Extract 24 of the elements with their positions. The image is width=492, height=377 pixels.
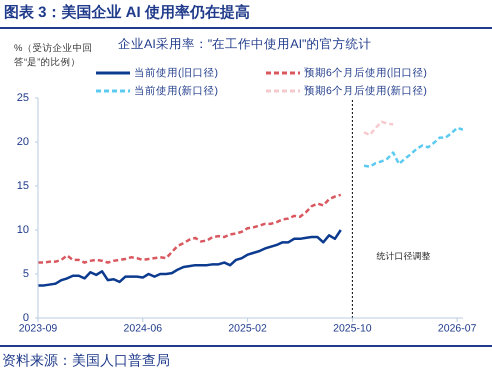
line-series	[362, 126, 463, 168]
line-series	[38, 228, 342, 287]
chart-subtitle: 企业AI采用率："在工作中使用AI"的官方统计	[118, 36, 372, 53]
y-tick-label: 15	[16, 180, 29, 192]
x-tick-label: 2026-07	[438, 322, 477, 334]
y-tick-label: 10	[16, 224, 29, 236]
legend-label: 当前使用(新口径)	[134, 84, 218, 98]
y-tick-label: 25	[16, 92, 29, 104]
line-series	[38, 194, 342, 264]
y-tick-label: 20	[16, 136, 29, 148]
y-tick-label: 5	[22, 268, 29, 280]
ref-line-label: 统计口径调整	[376, 251, 430, 262]
line-series	[362, 120, 394, 136]
x-tick-label: 2025-10	[333, 322, 372, 334]
x-tick-label: 2023-09	[18, 322, 58, 334]
legend-label: 预期6个月后使用(新口径)	[304, 84, 427, 98]
x-tick-label: 2024-06	[124, 322, 162, 334]
chart-title: 图表 3：美国企业 AI 使用率仍在提高	[4, 3, 250, 22]
x-tick-label: 2025-02	[228, 322, 268, 334]
legend-label: 当前使用(旧口径)	[134, 66, 218, 80]
y-axis-title: %（受访企业中回答“是”的比例）	[14, 42, 94, 70]
y-tick-label: 0	[22, 312, 29, 324]
text: 资料来源：美国人口普查局	[2, 352, 170, 370]
legend-label: 预期6个月后使用(旧口径)	[304, 66, 427, 80]
